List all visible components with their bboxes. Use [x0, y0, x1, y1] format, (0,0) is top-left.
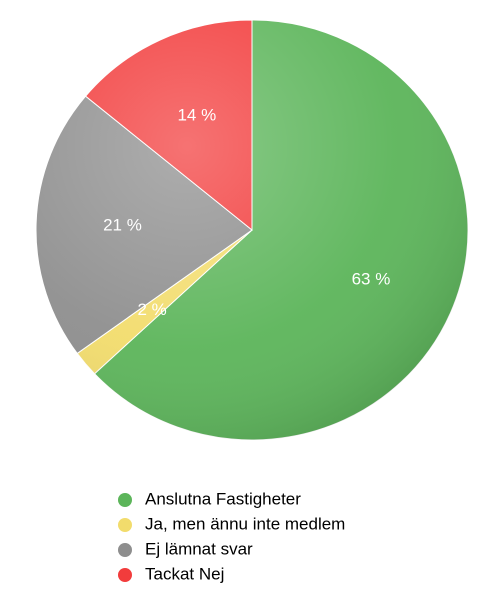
- slice-label: 63 %: [352, 270, 391, 289]
- legend-marker: [118, 493, 132, 507]
- legend-marker: [118, 568, 132, 582]
- legend-label: Ja, men ännu inte medlem: [145, 514, 345, 533]
- legend: Anslutna Fastigheter Ja, men ännu inte me…: [118, 489, 345, 583]
- slice-label: 2 %: [137, 300, 166, 319]
- legend-label: Ej lämnat svar: [145, 539, 253, 558]
- legend-label: Tackat Nej: [145, 564, 224, 583]
- slice-label: 14 %: [177, 105, 216, 124]
- slice-label: 21 %: [103, 216, 142, 235]
- pie: [35, 19, 469, 441]
- legend-label: Anslutna Fastigheter: [145, 489, 301, 508]
- legend-marker: [118, 518, 132, 532]
- legend-marker: [118, 543, 132, 557]
- slice-labels: 63 % 2 % 21 % 14 %: [103, 105, 390, 318]
